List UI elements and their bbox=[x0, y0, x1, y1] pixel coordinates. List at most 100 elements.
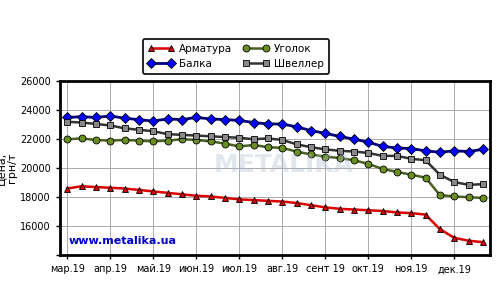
Балка bbox=[294, 125, 300, 129]
Арматура bbox=[422, 213, 428, 216]
Швеллер bbox=[422, 159, 428, 162]
Балка bbox=[408, 147, 414, 150]
Арматура bbox=[322, 206, 328, 209]
Арматура bbox=[64, 187, 70, 190]
Швеллер bbox=[136, 128, 142, 132]
Арматура bbox=[193, 194, 199, 197]
Y-axis label: Цена,
грн/т: Цена, грн/т bbox=[0, 152, 18, 185]
Уголок bbox=[208, 140, 214, 143]
Арматура bbox=[122, 187, 128, 190]
Уголок bbox=[265, 146, 271, 149]
Балка bbox=[422, 149, 428, 153]
Арматура bbox=[107, 186, 113, 190]
Швеллер bbox=[236, 136, 242, 139]
Уголок bbox=[451, 195, 457, 198]
Уголок bbox=[179, 137, 185, 141]
Балка bbox=[394, 146, 400, 150]
Арматура bbox=[294, 201, 300, 205]
Балка bbox=[164, 117, 170, 121]
Line: Уголок: Уголок bbox=[64, 135, 486, 201]
Уголок bbox=[193, 138, 199, 142]
Балка bbox=[451, 149, 457, 153]
Швеллер bbox=[336, 149, 342, 153]
Швеллер bbox=[222, 135, 228, 139]
Балка bbox=[150, 119, 156, 123]
Швеллер bbox=[466, 183, 471, 187]
Text: METALIKA: METALIKA bbox=[214, 153, 354, 177]
Балка bbox=[265, 122, 271, 126]
Швеллер bbox=[179, 133, 185, 137]
Швеллер bbox=[122, 126, 128, 130]
Швеллер bbox=[294, 143, 300, 146]
Балка bbox=[351, 137, 357, 141]
Балка bbox=[336, 135, 342, 138]
Балка bbox=[236, 119, 242, 122]
Балка bbox=[437, 151, 443, 154]
Балка bbox=[107, 114, 113, 118]
Арматура bbox=[164, 191, 170, 195]
Швеллер bbox=[64, 120, 70, 124]
Арматура bbox=[308, 204, 314, 207]
Арматура bbox=[136, 188, 142, 192]
Уголок bbox=[107, 139, 113, 142]
Арматура bbox=[466, 239, 471, 242]
Арматура bbox=[451, 236, 457, 240]
Балка bbox=[279, 122, 285, 126]
Уголок bbox=[365, 162, 371, 166]
Швеллер bbox=[437, 173, 443, 176]
Швеллер bbox=[164, 132, 170, 136]
Швеллер bbox=[93, 122, 99, 126]
Балка bbox=[365, 140, 371, 144]
Уголок bbox=[308, 153, 314, 156]
Уголок bbox=[480, 196, 486, 200]
Уголок bbox=[394, 170, 400, 173]
Балка bbox=[480, 148, 486, 151]
Уголок bbox=[466, 195, 471, 199]
Швеллер bbox=[279, 138, 285, 142]
Уголок bbox=[408, 173, 414, 176]
Уголок bbox=[422, 176, 428, 179]
Швеллер bbox=[365, 151, 371, 155]
Line: Арматура: Арматура bbox=[64, 183, 486, 246]
Уголок bbox=[150, 140, 156, 143]
Швеллер bbox=[322, 148, 328, 151]
Уголок bbox=[294, 150, 300, 153]
Балка bbox=[322, 132, 328, 135]
Балка bbox=[93, 116, 99, 119]
Уголок bbox=[122, 138, 128, 142]
Арматура bbox=[351, 208, 357, 211]
Уголок bbox=[136, 139, 142, 142]
Арматура bbox=[208, 195, 214, 198]
Арматура bbox=[265, 199, 271, 202]
Арматура bbox=[236, 198, 242, 201]
Line: Балка: Балка bbox=[64, 113, 486, 156]
Арматура bbox=[179, 193, 185, 196]
Швеллер bbox=[150, 130, 156, 133]
Балка bbox=[222, 118, 228, 121]
Швеллер bbox=[265, 137, 271, 140]
Балка bbox=[380, 145, 386, 148]
Балка bbox=[122, 117, 128, 120]
Швеллер bbox=[193, 134, 199, 137]
Балка bbox=[64, 116, 70, 119]
Швеллер bbox=[480, 182, 486, 186]
Балка bbox=[250, 121, 256, 124]
Балка bbox=[466, 150, 471, 153]
Уголок bbox=[380, 167, 386, 171]
Арматура bbox=[78, 184, 84, 188]
Швеллер bbox=[380, 154, 386, 158]
Уголок bbox=[164, 139, 170, 142]
Арматура bbox=[408, 211, 414, 215]
Арматура bbox=[365, 209, 371, 212]
Уголок bbox=[336, 156, 342, 160]
Text: www.metalika.ua: www.metalika.ua bbox=[68, 237, 176, 246]
Legend: Арматура, Балка, Уголок, Швеллер: Арматура, Балка, Уголок, Швеллер bbox=[142, 39, 329, 74]
Арматура bbox=[93, 185, 99, 189]
Арматура bbox=[394, 211, 400, 214]
Арматура bbox=[150, 190, 156, 193]
Уголок bbox=[322, 155, 328, 158]
Уголок bbox=[93, 138, 99, 142]
Уголок bbox=[64, 137, 70, 141]
Швеллер bbox=[78, 121, 84, 124]
Балка bbox=[136, 118, 142, 121]
